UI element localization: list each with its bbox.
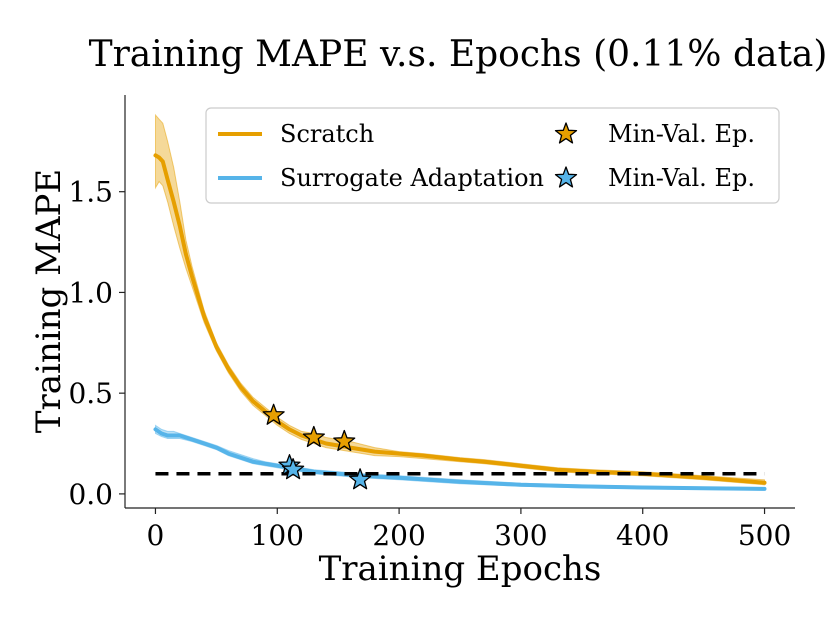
legend-frame: [205, 107, 780, 204]
y-tick-label: 1.0: [68, 276, 113, 309]
chart-title: Training MAPE v.s. Epochs (0.11% data): [89, 34, 828, 75]
y-tick-label: 0.0: [68, 478, 113, 511]
min-val-epoch-marker: [302, 425, 325, 448]
legend-entry-4-label: Min-Val. Ep.: [608, 164, 755, 192]
x-tick-label: 200: [372, 519, 425, 552]
y-tick-label: 0.5: [68, 377, 113, 410]
series-line-scratch: [153, 153, 767, 485]
y-tick-label: 1.5: [68, 176, 113, 209]
legend-entry-2-label: Min-Val. Ep.: [608, 120, 755, 148]
legend-entry-2-swatch: [554, 122, 578, 144]
legend-entry-1-label: Scratch: [280, 120, 374, 148]
x-tick-label: 0: [147, 519, 165, 552]
x-tick-label: 100: [251, 519, 304, 552]
min-val-epoch-marker: [333, 429, 356, 452]
min-val-epoch-marker: [262, 403, 285, 425]
legend-entry-3-label: Surrogate Adaptation: [280, 164, 544, 192]
legend-entry-4-swatch: [554, 166, 578, 188]
x-tick-label: 300: [494, 519, 547, 552]
x-tick-label: 500: [738, 519, 791, 552]
axis-ticks: 0 100 200 300 400 500 0.0 0.5 1.0 1.5: [68, 176, 791, 552]
series-line-surrogate-adaptation: [153, 427, 767, 491]
plot-area: [153, 113, 767, 491]
legend: Scratch Min-Val. Ep. Surrogate Adaptation M…: [205, 107, 780, 204]
min-val-epoch-marker: [348, 468, 372, 490]
y-axis-label: Training MAPE: [29, 169, 69, 433]
x-tick-label: 400: [616, 519, 669, 552]
x-axis-label: Training Epochs: [319, 549, 602, 589]
min-val-epoch-marker: [281, 458, 305, 480]
